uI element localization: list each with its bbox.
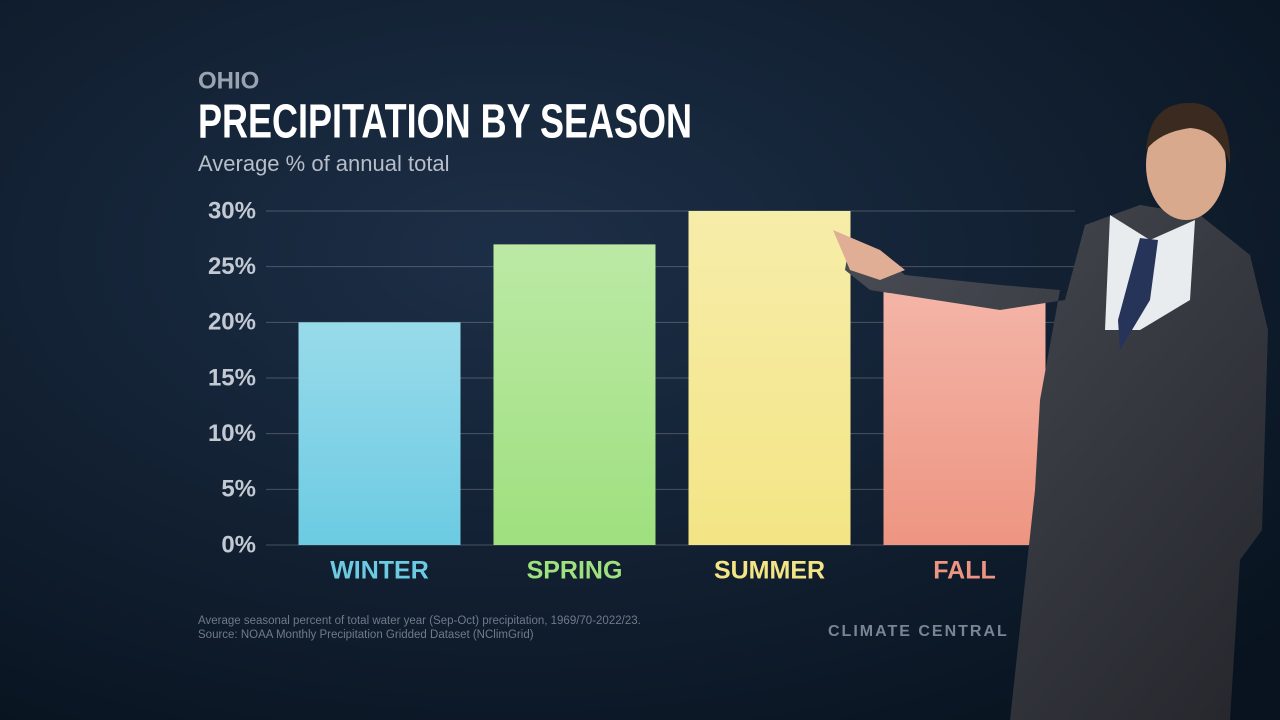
tie — [1118, 238, 1158, 350]
bar-sheen — [298, 322, 461, 545]
presenter — [833, 102, 1268, 720]
y-tick-label: 5% — [221, 476, 256, 503]
x-tick-label: FALL — [933, 557, 996, 585]
y-tick-label: 15% — [208, 364, 256, 391]
x-tick-label: WINTER — [330, 557, 429, 585]
y-tick-label: 0% — [221, 531, 256, 558]
logo: CLIMATE CENTRAL — [828, 623, 1009, 640]
x-tick-label: SUMMER — [714, 557, 825, 585]
note: Source: NOAA Monthly Precipitation Gridd… — [198, 629, 534, 641]
y-tick-label: 10% — [208, 420, 256, 447]
chart-title: PRECIPITATION BY SEASON — [198, 96, 692, 149]
hand — [833, 230, 905, 280]
note: Average seasonal percent of total water … — [198, 615, 641, 627]
suit — [845, 205, 1268, 720]
x-tick-label: SPRING — [527, 557, 623, 585]
bar-sheen — [883, 288, 1046, 545]
subtitle: Average % of annual total — [198, 151, 450, 176]
y-tick-label: 30% — [208, 197, 256, 224]
supertitle: OHIO — [198, 67, 259, 94]
y-tick-label: 25% — [208, 253, 256, 280]
hair — [1146, 102, 1231, 165]
plot: 0% 5% 10% 15% 20% 25% 30% WINTER SPRING SUMMER FAL… — [208, 197, 1075, 585]
bar-sheen — [493, 244, 656, 545]
head — [1146, 110, 1226, 220]
y-tick-label: 20% — [208, 309, 256, 336]
bar-sheen — [688, 211, 851, 545]
